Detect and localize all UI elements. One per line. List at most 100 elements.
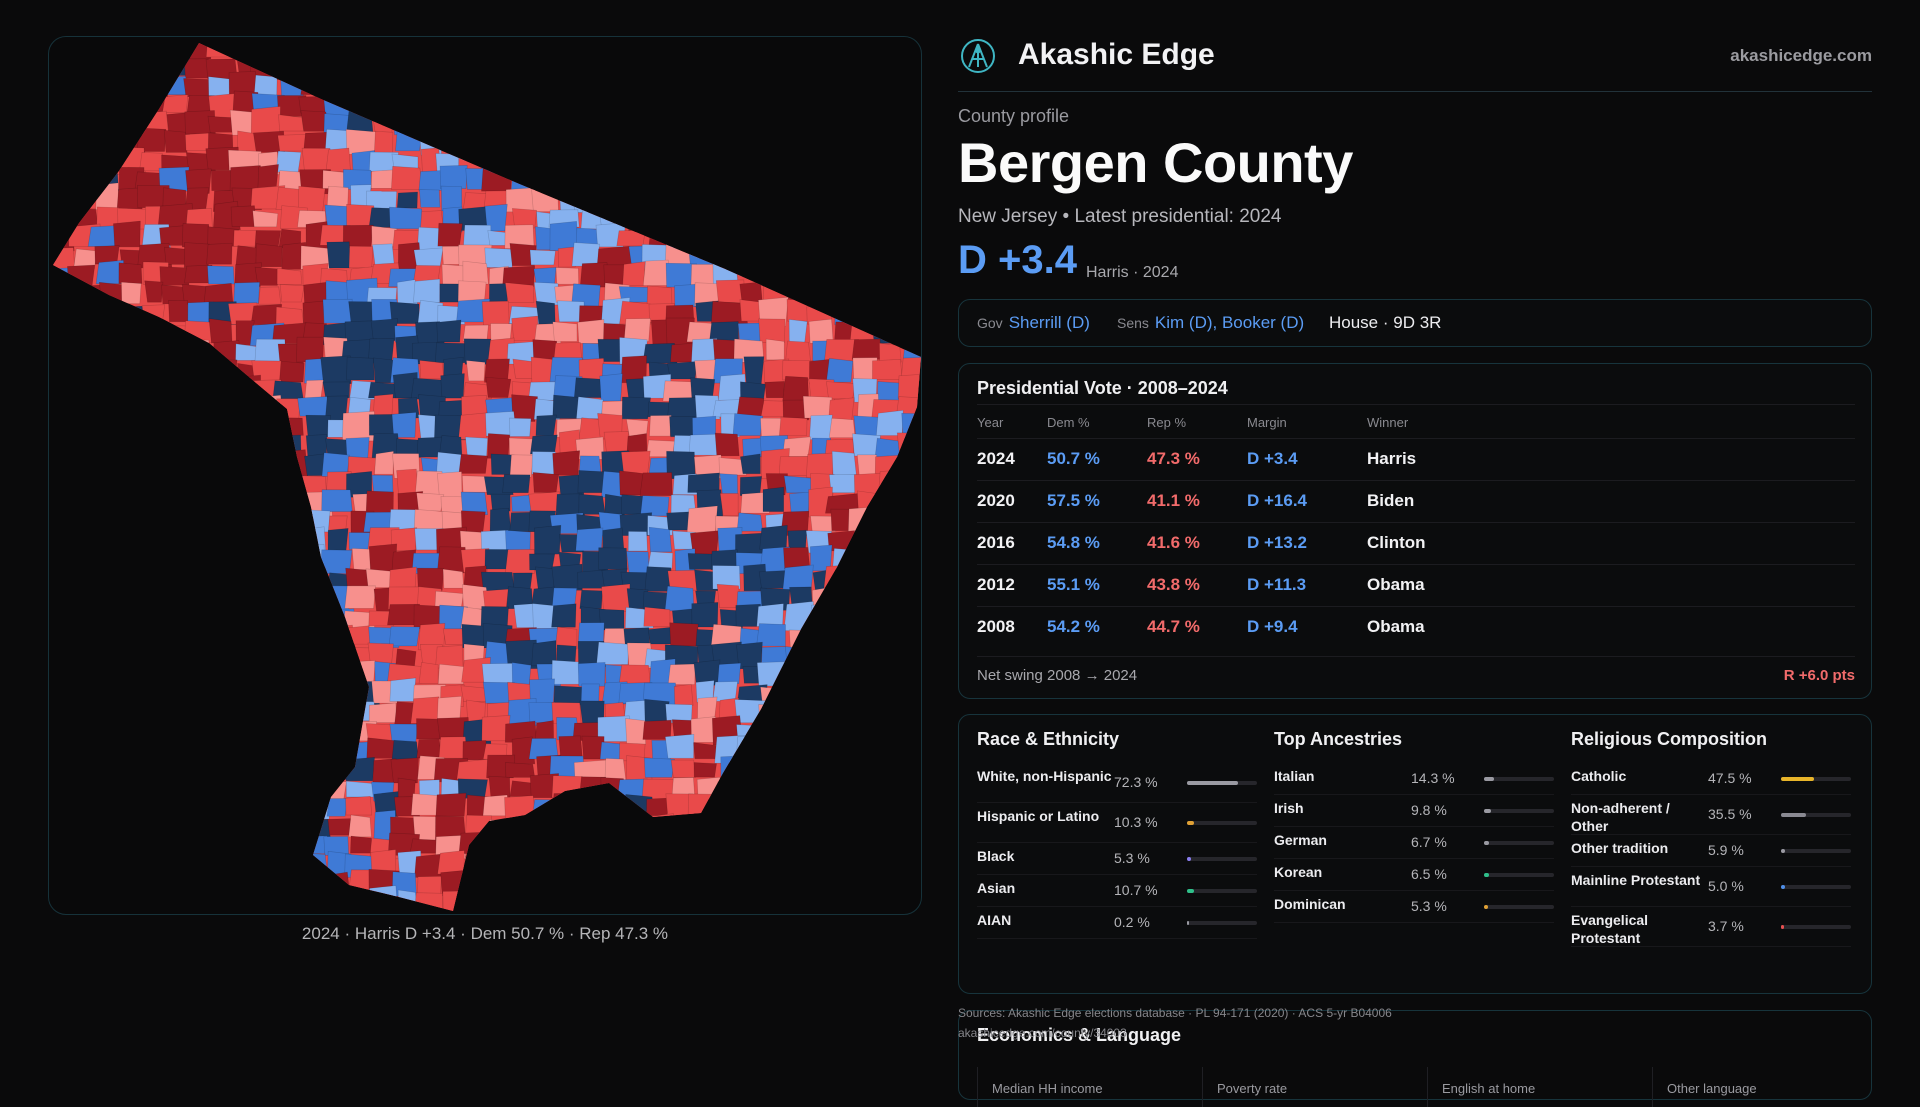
- precinct[interactable]: [117, 858, 145, 876]
- precinct[interactable]: [283, 418, 303, 436]
- precinct[interactable]: [392, 98, 416, 114]
- precinct[interactable]: [440, 165, 467, 188]
- precinct[interactable]: [68, 869, 97, 893]
- precinct[interactable]: [414, 248, 443, 267]
- precinct[interactable]: [388, 49, 423, 79]
- precinct[interactable]: [436, 58, 469, 75]
- precinct[interactable]: [877, 57, 905, 74]
- precinct[interactable]: [898, 585, 922, 612]
- precinct[interactable]: [810, 148, 833, 171]
- precinct[interactable]: [234, 525, 263, 551]
- precinct[interactable]: [760, 37, 783, 57]
- precinct[interactable]: [165, 681, 194, 702]
- precinct[interactable]: [181, 528, 209, 552]
- precinct[interactable]: [551, 604, 576, 627]
- precinct[interactable]: [49, 890, 78, 913]
- precinct[interactable]: [674, 191, 698, 212]
- precinct[interactable]: [301, 853, 328, 877]
- precinct[interactable]: [209, 721, 236, 742]
- precinct[interactable]: [70, 491, 96, 515]
- precinct[interactable]: [284, 587, 307, 609]
- precinct[interactable]: [303, 585, 326, 610]
- precinct[interactable]: [324, 95, 353, 117]
- precinct[interactable]: [646, 111, 670, 132]
- precinct[interactable]: [721, 756, 743, 783]
- precinct[interactable]: [306, 415, 331, 437]
- precinct[interactable]: [826, 358, 853, 382]
- precinct[interactable]: [779, 456, 809, 475]
- precinct[interactable]: [673, 76, 696, 98]
- precinct[interactable]: [50, 415, 74, 436]
- precinct[interactable]: [212, 417, 232, 440]
- precinct[interactable]: [692, 416, 715, 437]
- precinct[interactable]: [234, 810, 258, 836]
- precinct[interactable]: [346, 357, 374, 380]
- precinct[interactable]: [137, 680, 163, 705]
- precinct[interactable]: [419, 662, 438, 683]
- precinct[interactable]: [417, 876, 441, 894]
- precinct[interactable]: [233, 40, 260, 59]
- precinct[interactable]: [901, 77, 922, 93]
- precinct[interactable]: [645, 871, 668, 893]
- precinct[interactable]: [829, 474, 856, 492]
- precinct[interactable]: [597, 642, 629, 664]
- precinct[interactable]: [788, 149, 815, 173]
- precinct[interactable]: [228, 833, 256, 858]
- precinct[interactable]: [881, 93, 903, 117]
- precinct[interactable]: [258, 739, 281, 761]
- precinct[interactable]: [649, 415, 671, 436]
- precinct[interactable]: [118, 76, 145, 99]
- precinct[interactable]: [789, 759, 808, 782]
- precinct[interactable]: [234, 857, 261, 876]
- precinct[interactable]: [874, 128, 901, 152]
- precinct[interactable]: [187, 549, 210, 574]
- precinct[interactable]: [276, 307, 304, 325]
- precinct[interactable]: [119, 340, 144, 364]
- precinct[interactable]: [690, 207, 715, 230]
- precinct[interactable]: [205, 515, 239, 535]
- precinct[interactable]: [803, 396, 832, 418]
- precinct[interactable]: [808, 115, 830, 133]
- precinct[interactable]: [99, 647, 120, 663]
- precinct[interactable]: [875, 264, 904, 286]
- precinct[interactable]: [851, 549, 880, 574]
- precinct[interactable]: [97, 530, 118, 552]
- precinct[interactable]: [482, 146, 509, 174]
- precinct[interactable]: [275, 792, 304, 818]
- precinct[interactable]: [162, 95, 187, 113]
- precinct[interactable]: [898, 228, 922, 248]
- precinct[interactable]: [234, 282, 260, 303]
- precinct[interactable]: [237, 552, 262, 573]
- precinct[interactable]: [159, 910, 187, 915]
- precinct[interactable]: [297, 53, 329, 77]
- precinct[interactable]: [897, 323, 922, 343]
- precinct[interactable]: [827, 604, 860, 627]
- precinct[interactable]: [112, 587, 143, 612]
- precinct[interactable]: [94, 476, 122, 492]
- precinct[interactable]: [230, 626, 261, 649]
- precinct[interactable]: [230, 761, 264, 781]
- precinct[interactable]: [551, 872, 576, 896]
- precinct[interactable]: [668, 90, 697, 115]
- precinct[interactable]: [278, 816, 304, 839]
- precinct[interactable]: [50, 78, 80, 96]
- precinct[interactable]: [627, 551, 650, 573]
- precinct[interactable]: [858, 736, 878, 763]
- precinct[interactable]: [850, 320, 882, 340]
- precinct[interactable]: [647, 832, 674, 855]
- precinct[interactable]: [667, 889, 697, 911]
- table-row[interactable]: 2024 50.7 % 47.3 % D +3.4 Harris: [977, 438, 1855, 480]
- precinct[interactable]: [766, 851, 785, 872]
- precinct[interactable]: [49, 869, 78, 892]
- precinct[interactable]: [93, 154, 123, 175]
- precinct[interactable]: [490, 508, 511, 533]
- precinct[interactable]: [805, 855, 830, 873]
- precinct[interactable]: [876, 410, 903, 435]
- precinct[interactable]: [253, 794, 282, 820]
- precinct[interactable]: [757, 244, 790, 267]
- precinct[interactable]: [604, 128, 626, 152]
- precinct[interactable]: [254, 857, 285, 875]
- precinct[interactable]: [278, 564, 301, 589]
- precinct[interactable]: [68, 811, 95, 839]
- precinct[interactable]: [755, 894, 787, 915]
